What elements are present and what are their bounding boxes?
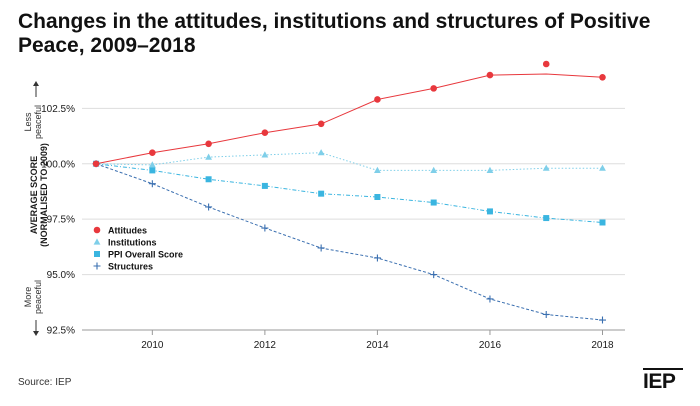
legend-label-attitudes: Attitudes <box>108 226 147 236</box>
data-point-ppi <box>205 176 212 183</box>
x-tick-label: 2016 <box>479 340 502 351</box>
data-point-ppi <box>599 219 606 226</box>
chart-title: Changes in the attitudes, institutions a… <box>18 10 651 57</box>
data-point-structures <box>373 254 381 262</box>
series-line-ppi <box>96 163 603 223</box>
data-point-structures <box>261 224 269 232</box>
series-markers <box>92 60 606 324</box>
source-note: Source: IEP <box>18 377 72 388</box>
more-peaceful-line-2: peaceful <box>33 280 43 314</box>
iep-logo: IEP <box>643 370 676 393</box>
y-axis-title: AVERAGE SCORE (NORMALISED TO 2009) <box>29 143 49 247</box>
data-point-structures <box>598 316 606 324</box>
data-point-structures <box>205 203 213 211</box>
data-point-ppi <box>486 208 493 215</box>
legend-label-institutions: Institutions <box>108 238 157 248</box>
series-line-attitudes <box>96 73 603 165</box>
data-point-structures <box>542 310 550 318</box>
data-point-attitudes <box>92 160 100 168</box>
data-point-institutions <box>205 153 213 160</box>
data-point-ppi <box>149 167 156 174</box>
data-point-structures <box>486 295 494 303</box>
data-point-institutions <box>374 166 381 173</box>
more-peaceful-annotation: More peaceful <box>23 280 43 336</box>
y-axis-title-line-2: (NORMALISED TO 2009) <box>39 143 49 247</box>
series-lines <box>95 73 603 321</box>
more-peaceful-line-1: More <box>23 287 33 308</box>
data-point-institutions <box>148 161 156 168</box>
less-peaceful-line-1: Less <box>23 112 33 132</box>
data-point-ppi <box>430 199 437 206</box>
data-point-institutions <box>542 164 550 171</box>
data-point-institutions <box>317 149 325 156</box>
x-tick-label: 2014 <box>366 340 389 351</box>
less-peaceful-arrow-icon <box>33 81 39 86</box>
data-point-institutions <box>486 166 494 173</box>
data-point-attitudes <box>261 129 269 137</box>
data-point-ppi <box>261 182 268 189</box>
data-point-ppi <box>318 190 325 197</box>
data-point-structures <box>148 180 156 188</box>
data-point-attitudes <box>317 120 325 128</box>
y-tick-label: 95.0% <box>47 270 75 281</box>
data-point-institutions <box>261 151 269 158</box>
legend: Attitudes Institutions PPI Overall Score St… <box>93 226 183 272</box>
data-point-attitudes <box>599 74 606 81</box>
y-tick-label: 100.0% <box>41 159 75 170</box>
data-point-attitudes <box>430 85 437 92</box>
legend-label-ppi: PPI Overall Score <box>108 250 183 260</box>
axes: 92.5% 95.0% 97.5% 100.0% 102.5% 2010 2012 2014 2… <box>41 104 625 351</box>
data-point-institutions <box>599 164 606 171</box>
data-point-ppi <box>543 215 550 222</box>
data-point-structures <box>430 271 438 279</box>
data-point-attitudes <box>486 71 494 79</box>
data-point-attitudes <box>542 60 550 68</box>
legend-marker-institutions <box>93 238 101 245</box>
y-axis-title-line-1: AVERAGE SCORE <box>29 156 39 234</box>
x-tick-label: 2018 <box>591 340 614 351</box>
x-tick-label: 2010 <box>141 340 164 351</box>
data-point-institutions <box>430 166 438 173</box>
less-peaceful-annotation: Less peaceful <box>23 81 43 139</box>
series-line-structures <box>95 163 603 321</box>
data-point-structures <box>317 244 325 252</box>
logo-rule <box>643 368 683 370</box>
y-tick-label: 92.5% <box>47 326 75 337</box>
y-tick-label: 102.5% <box>41 104 75 115</box>
data-point-ppi <box>374 194 381 200</box>
data-point-attitudes <box>374 96 381 103</box>
data-point-attitudes <box>149 149 156 156</box>
legend-marker-structures <box>93 262 101 270</box>
y-tick-label: 97.5% <box>47 215 75 226</box>
series-line-institutions <box>96 152 603 171</box>
data-point-attitudes <box>205 140 212 148</box>
x-tick-label: 2012 <box>254 340 277 351</box>
legend-label-structures: Structures <box>108 262 153 272</box>
more-peaceful-arrow-icon <box>33 331 39 336</box>
legend-marker-ppi <box>94 251 100 257</box>
legend-marker-attitudes <box>93 226 101 234</box>
less-peaceful-line-2: peaceful <box>33 105 43 139</box>
